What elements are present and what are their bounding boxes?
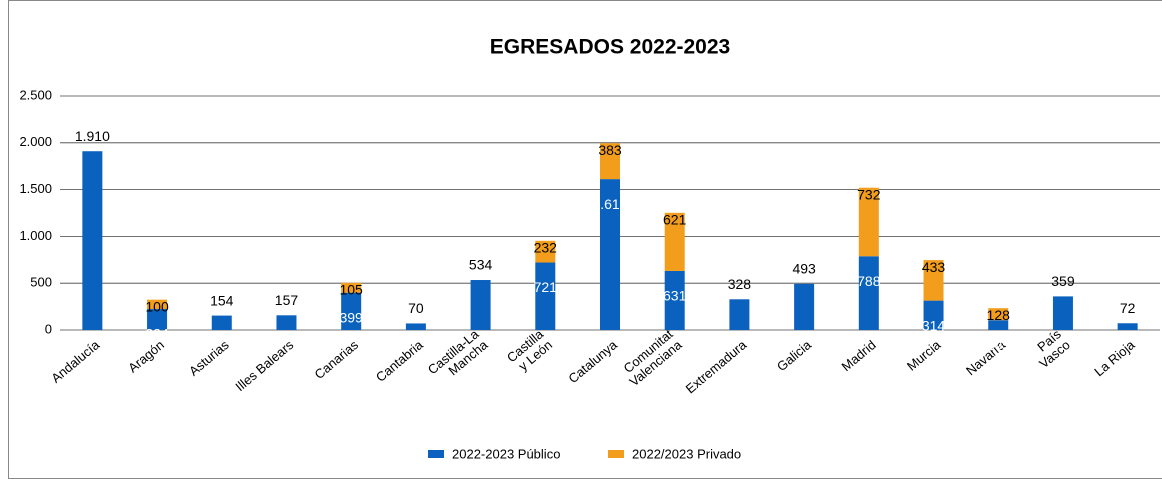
value-label: 157	[275, 292, 299, 308]
bar-segment	[341, 292, 362, 330]
x-tick-label: Extremadura	[683, 337, 750, 397]
chart-title: EGRESADOS 2022-2023	[490, 36, 730, 59]
legend-swatch	[608, 450, 624, 458]
y-tick-label: 1.000	[19, 228, 52, 243]
y-tick-label: 0	[45, 321, 52, 336]
bar-segment	[535, 240, 556, 263]
bar-segment	[988, 320, 1009, 330]
value-label: 328	[728, 276, 752, 292]
chart-frame	[8, 0, 1162, 479]
bar-segment	[664, 270, 685, 330]
value-label: 105	[987, 337, 1011, 353]
value-label: 359	[1051, 273, 1075, 289]
x-tick-label: Andalucía	[49, 337, 104, 386]
value-label: 732	[857, 186, 881, 202]
value-label: 128	[987, 307, 1011, 323]
bar-segment	[1052, 296, 1073, 330]
value-label: 788	[857, 273, 881, 289]
bar-segment	[988, 308, 1009, 321]
x-tick-label: Canarias	[312, 337, 362, 382]
y-tick-label: 2.000	[19, 134, 52, 149]
value-label: 314	[922, 317, 946, 333]
bar-segment	[82, 151, 103, 330]
bar-segment	[341, 282, 362, 293]
value-label: 105	[339, 282, 363, 298]
value-label: 232	[534, 240, 558, 256]
x-tick-label: Castillay León	[504, 326, 556, 376]
x-tick-label: ComunitatValenciana	[618, 326, 686, 389]
value-label: 1.910	[75, 128, 110, 144]
bar-segment	[211, 315, 232, 330]
value-label: 493	[792, 261, 816, 277]
value-label: 224	[145, 326, 169, 342]
value-label: 621	[663, 212, 687, 228]
x-tick-label: PaísVasco	[1027, 326, 1073, 371]
bar-segment	[858, 256, 879, 330]
legend-label: 2022/2023 Privado	[632, 446, 741, 461]
value-label: 100	[145, 298, 169, 314]
value-label: 631	[663, 288, 687, 304]
y-tick-label: 1.500	[19, 181, 52, 196]
bar-segment	[1117, 323, 1138, 330]
x-tick-label: Castilla-LaMancha	[425, 326, 491, 388]
value-label: 72	[1120, 300, 1136, 316]
x-tick-label: Cantabria	[373, 337, 426, 385]
value-label: 154	[210, 292, 234, 308]
bar-segment	[535, 262, 556, 330]
bar-segment	[664, 212, 685, 271]
legend-swatch	[428, 450, 444, 458]
value-label: 70	[408, 300, 424, 316]
x-tick-label: Galicia	[774, 337, 815, 375]
bar-segment	[147, 299, 168, 310]
bar-segment	[600, 143, 620, 180]
x-tick-label: Madrid	[839, 337, 879, 374]
bar-segment	[794, 283, 815, 330]
bar-segment	[276, 315, 297, 330]
bar-segment	[858, 187, 879, 257]
bar-segment	[470, 280, 491, 330]
value-label: 534	[469, 257, 493, 273]
y-tick-label: 2.500	[19, 87, 52, 102]
bar-segment	[923, 300, 944, 330]
bar-segment	[600, 179, 620, 330]
bar-segment	[729, 299, 750, 330]
bar-segment	[923, 260, 944, 301]
bar-segment	[147, 309, 168, 330]
legend-label: 2022-2023 Público	[452, 446, 560, 461]
x-tick-label: Aragón	[125, 337, 167, 375]
x-tick-label: Catalunya	[566, 337, 621, 387]
x-tick-label: La Rioja	[1092, 337, 1139, 380]
x-tick-label: Murcia	[904, 337, 944, 374]
x-tick-label: Illes Balears	[233, 337, 297, 394]
y-tick-label: 500	[30, 275, 52, 290]
value-label: 399	[339, 309, 363, 325]
value-label: 721	[534, 279, 558, 295]
value-label: 383	[598, 142, 622, 158]
x-tick-label: Asturias	[186, 337, 232, 379]
bar-segment	[405, 323, 426, 330]
value-label: 433	[922, 259, 946, 275]
value-label: 1.612	[592, 196, 627, 212]
